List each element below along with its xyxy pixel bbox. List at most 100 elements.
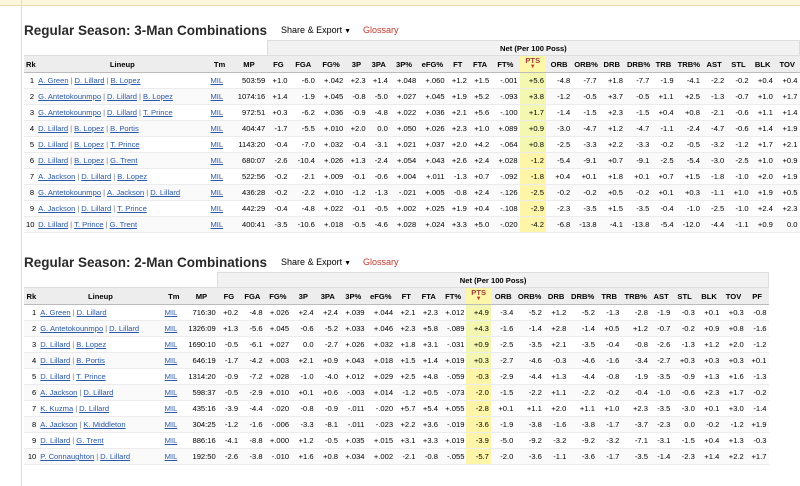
player-link[interactable]: D. Lillard xyxy=(81,204,112,213)
share-export-button[interactable]: Share & Export ▼ xyxy=(281,257,351,267)
team-link[interactable]: MIL xyxy=(210,108,224,117)
column-header-fg-pct[interactable]: FG% xyxy=(264,287,292,305)
team-link[interactable]: MIL xyxy=(164,420,178,429)
column-header-fga[interactable]: FGA xyxy=(289,55,317,73)
player-link[interactable]: A. Jackson xyxy=(38,204,76,213)
team-link[interactable]: MIL xyxy=(164,340,178,349)
player-link[interactable]: T. Prince xyxy=(143,108,173,117)
column-header-pts[interactable]: PTS ▼ xyxy=(519,55,546,73)
player-link[interactable]: D. Lillard xyxy=(107,92,138,101)
player-link[interactable]: B. Lopez xyxy=(74,140,105,149)
player-link[interactable]: D. Lillard xyxy=(38,156,69,165)
team-link[interactable]: MIL xyxy=(210,124,224,133)
player-link[interactable]: D. Lillard xyxy=(83,388,114,397)
player-link[interactable]: D. Lillard xyxy=(76,308,107,317)
player-link[interactable]: G. Antetokounmpo xyxy=(40,324,104,333)
player-link[interactable]: G. Antetokounmpo xyxy=(38,188,102,197)
player-link[interactable]: D. Lillard xyxy=(40,356,71,365)
player-link[interactable]: D. Lillard xyxy=(38,124,69,133)
column-header-drb-pct[interactable]: DRB% xyxy=(568,287,597,305)
column-header-lineup[interactable]: Lineup xyxy=(36,55,209,73)
column-header-drb[interactable]: DRB xyxy=(598,55,625,73)
player-link[interactable]: B. Lopez xyxy=(76,340,107,349)
column-header-orb[interactable]: ORB xyxy=(545,55,573,73)
player-link[interactable]: A. Jackson xyxy=(107,188,145,197)
column-header-orb-pct[interactable]: ORB% xyxy=(572,55,599,73)
column-header-fg[interactable]: FG xyxy=(267,55,290,73)
player-link[interactable]: K. Middleton xyxy=(83,420,126,429)
player-link[interactable]: D. Lillard xyxy=(38,220,69,229)
team-link[interactable]: MIL xyxy=(210,76,224,85)
player-link[interactable]: A. Green xyxy=(38,76,69,85)
column-header-trb-pct[interactable]: TRB% xyxy=(675,55,702,73)
column-header-drb[interactable]: DRB xyxy=(543,287,569,305)
column-header-ft[interactable]: FT xyxy=(395,287,418,305)
column-header-3p-pct[interactable]: 3P% xyxy=(340,287,367,305)
player-link[interactable]: K. Kuzma xyxy=(40,404,74,413)
player-link[interactable]: B. Lopez xyxy=(117,172,148,181)
player-link[interactable]: D. Lillard xyxy=(109,324,140,333)
player-link[interactable]: B. Lopez xyxy=(110,76,141,85)
column-header-efg-pct[interactable]: eFG% xyxy=(366,287,396,305)
column-header-mp[interactable]: MP xyxy=(230,55,268,73)
column-header-fta[interactable]: FTA xyxy=(468,55,492,73)
column-header-orb-pct[interactable]: ORB% xyxy=(515,287,544,305)
team-link[interactable]: MIL xyxy=(164,356,178,365)
player-link[interactable]: B. Lopez xyxy=(74,124,105,133)
player-link[interactable]: D. Lillard xyxy=(81,172,112,181)
player-link[interactable]: D. Lillard xyxy=(150,188,181,197)
column-header-ast[interactable]: AST xyxy=(649,287,673,305)
column-header-tm[interactable]: Tm xyxy=(208,55,231,73)
team-link[interactable]: MIL xyxy=(210,188,224,197)
column-header-tm[interactable]: Tm xyxy=(162,287,186,305)
team-link[interactable]: MIL xyxy=(210,140,224,149)
column-header-blk[interactable]: BLK xyxy=(750,55,775,73)
column-header-ft-pct[interactable]: FT% xyxy=(439,287,467,305)
player-link[interactable]: B. Portis xyxy=(110,124,139,133)
player-link[interactable]: B. Lopez xyxy=(143,92,173,101)
share-export-button[interactable]: Share & Export ▼ xyxy=(281,25,351,35)
column-header-3p[interactable]: 3P xyxy=(291,287,316,305)
player-link[interactable]: G. Antetokounmpo xyxy=(38,92,102,101)
player-link[interactable]: A. Green xyxy=(40,308,71,317)
column-header-3pa[interactable]: 3PA xyxy=(315,287,341,305)
team-link[interactable]: MIL xyxy=(164,404,178,413)
column-header-tov[interactable]: TOV xyxy=(774,55,800,73)
column-header-drb-pct[interactable]: DRB% xyxy=(624,55,652,73)
team-link[interactable]: MIL xyxy=(164,452,178,461)
column-header-fg-pct[interactable]: FG% xyxy=(316,55,346,73)
column-header-3p-pct[interactable]: 3P% xyxy=(389,55,419,73)
player-link[interactable]: D. Lillard xyxy=(79,404,110,413)
player-link[interactable]: T. Prince xyxy=(117,204,147,213)
column-header-tov[interactable]: TOV xyxy=(721,287,746,305)
team-link[interactable]: MIL xyxy=(164,372,178,381)
column-header-trb[interactable]: TRB xyxy=(651,55,676,73)
player-link[interactable]: B. Lopez xyxy=(74,156,105,165)
team-link[interactable]: MIL xyxy=(210,92,224,101)
player-link[interactable]: D. Lillard xyxy=(40,372,71,381)
player-link[interactable]: T. Prince xyxy=(74,220,104,229)
column-header-efg-pct[interactable]: eFG% xyxy=(418,55,447,73)
column-header-ft[interactable]: FT xyxy=(446,55,469,73)
player-link[interactable]: G. Trent xyxy=(110,156,138,165)
column-header-ft-pct[interactable]: FT% xyxy=(491,55,520,73)
column-header-mp[interactable]: MP xyxy=(185,287,218,305)
column-header-trb-pct[interactable]: TRB% xyxy=(621,287,650,305)
column-header-3pa[interactable]: 3PA xyxy=(367,55,390,73)
column-header-stl[interactable]: STL xyxy=(672,287,697,305)
player-link[interactable]: T. Prince xyxy=(76,372,106,381)
team-link[interactable]: MIL xyxy=(210,204,224,213)
player-link[interactable]: D. Lillard xyxy=(74,76,105,85)
team-link[interactable]: MIL xyxy=(210,156,224,165)
player-link[interactable]: A. Jackson xyxy=(38,172,76,181)
team-link[interactable]: MIL xyxy=(210,172,224,181)
team-link[interactable]: MIL xyxy=(164,308,178,317)
column-header-ast[interactable]: AST xyxy=(701,55,727,73)
player-link[interactable]: D. Lillard xyxy=(107,108,138,117)
team-link[interactable]: MIL xyxy=(164,436,178,445)
team-link[interactable]: MIL xyxy=(164,324,178,333)
player-link[interactable]: T. Prince xyxy=(110,140,140,149)
column-header-pf[interactable]: PF xyxy=(745,287,769,305)
column-header-fga[interactable]: FGA xyxy=(240,287,265,305)
player-link[interactable]: D. Lillard xyxy=(40,436,71,445)
